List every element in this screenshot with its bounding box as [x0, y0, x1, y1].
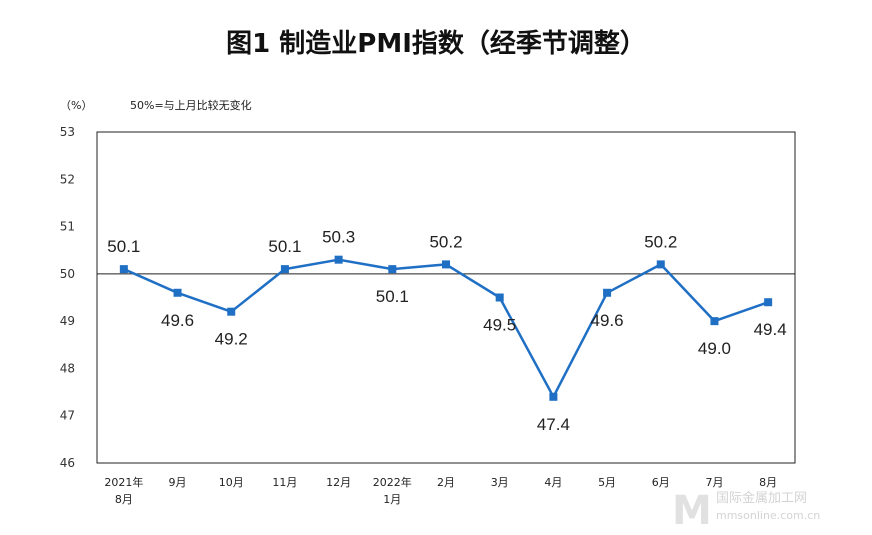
y-tick-label: 47: [60, 409, 75, 423]
data-label: 50.1: [107, 237, 140, 256]
x-tick-label: 2月: [437, 476, 455, 489]
y-tick-label: 46: [60, 456, 75, 470]
x-tick-label: 8月: [115, 493, 133, 506]
x-tick-label: 6月: [652, 476, 670, 489]
data-labels: 50.1 49.6 49.2 50.1 50.3 50.1 50.2 49.5 47.4 49.6…: [107, 228, 786, 434]
x-tick-label: 9月: [169, 476, 187, 489]
data-point: [173, 288, 182, 297]
data-label: 50.2: [429, 232, 462, 251]
x-tick-label: 5月: [598, 476, 616, 489]
data-label: 49.4: [754, 320, 787, 339]
x-tick-label: 4月: [544, 476, 562, 489]
series-line: [123, 258, 769, 399]
data-point: [119, 265, 128, 274]
y-axis-unit-label: （%）: [60, 99, 92, 112]
data-label: 49.5: [483, 316, 516, 335]
data-label: 50.1: [376, 287, 409, 306]
y-tick-label: 49: [60, 314, 75, 328]
data-point: [334, 255, 343, 264]
watermark: M 国际金属加工网 mmsonline.com.cn: [672, 488, 820, 534]
data-label: 49.0: [698, 339, 731, 358]
data-point: [549, 392, 558, 401]
data-label: 50.2: [644, 232, 677, 251]
data-label: 50.1: [268, 237, 301, 256]
y-tick-label: 51: [60, 220, 75, 234]
x-tick-label: 2022年: [373, 475, 412, 489]
x-tick-label: 8月: [759, 476, 777, 489]
y-tick-label: 52: [60, 172, 75, 186]
data-label: 47.4: [537, 415, 570, 434]
watermark-text-cn: 国际金属加工网: [716, 490, 807, 506]
data-label: 50.3: [322, 228, 355, 247]
y-tick-label: 53: [60, 125, 75, 139]
data-label: 49.6: [591, 311, 624, 330]
x-tick-label: 7月: [705, 476, 723, 489]
data-label: 49.6: [161, 311, 194, 330]
data-points: [119, 255, 773, 401]
data-point: [227, 307, 236, 316]
x-tick-label: 10月: [219, 476, 244, 489]
x-tick-label: 1月: [383, 493, 401, 506]
chart-title: 图1 制造业PMI指数（经季节调整）: [226, 28, 646, 59]
data-point: [442, 260, 450, 269]
data-point: [495, 293, 504, 302]
watermark-logo: M: [672, 488, 712, 534]
data-point: [710, 317, 719, 326]
watermark-text-url: mmsonline.com.cn: [716, 509, 820, 522]
y-tick-label: 48: [60, 361, 75, 375]
x-tick-label: 11月: [272, 476, 297, 489]
data-point: [603, 288, 612, 297]
data-point: [388, 265, 397, 274]
x-tick-label: 3月: [491, 476, 509, 489]
baseline-annotation: 50%=与上月比较无变化: [130, 98, 252, 112]
y-tick-label: 50: [60, 267, 75, 281]
plot-area: [96, 131, 796, 464]
y-tick-labels: 46 47 48 49 50 51 52 53: [60, 125, 75, 470]
data-point: [280, 265, 289, 274]
x-tick-labels: 2021年 8月 9月 10月 11月 12月 2022年 1月 2月 3月 4月 5月 6月 7月 8月: [104, 475, 777, 506]
x-tick-label: 12月: [326, 476, 351, 489]
data-label: 49.2: [215, 330, 248, 349]
data-point: [764, 298, 773, 307]
x-tick-label: 2021年: [104, 475, 143, 489]
data-point: [656, 260, 665, 269]
